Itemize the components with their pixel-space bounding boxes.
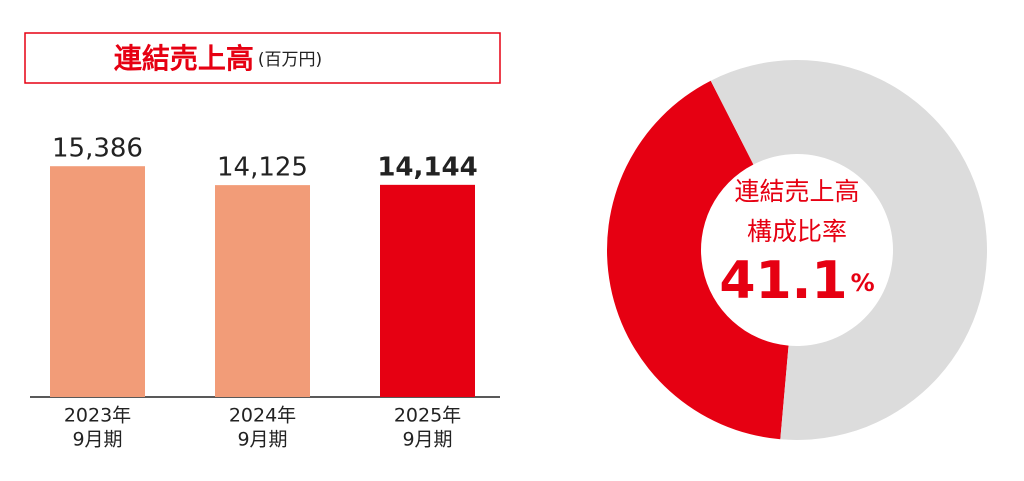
donut-segment: [607, 80, 789, 440]
x-tick-label: 9月期: [402, 429, 452, 451]
center-number: 41.1: [719, 251, 847, 311]
center-label: 連結売上高: [734, 177, 859, 206]
center-unit: %: [851, 269, 875, 297]
x-tick-label: 2023年: [64, 405, 131, 427]
bar: [380, 184, 475, 397]
chart-title: 連結売上高: [114, 42, 254, 75]
title-group: 連結売上高 (百万円): [114, 42, 322, 75]
title-box: [24, 32, 501, 84]
bar: [215, 185, 310, 397]
value-label: 14,125: [217, 153, 308, 183]
value-label: 14,144: [377, 152, 477, 182]
chart-subtitle: (百万円): [258, 50, 322, 70]
x-tick-label: 9月期: [237, 429, 287, 451]
donut-segment: [710, 60, 987, 441]
center-value: 41.1%: [719, 251, 874, 311]
x-tick-label: 9月期: [72, 429, 122, 451]
value-label: 15,386: [52, 134, 143, 164]
bar: [50, 166, 145, 397]
center-label: 構成比率: [747, 217, 847, 246]
x-tick-label: 2025年: [394, 405, 461, 427]
x-tick-label: 2024年: [229, 405, 296, 427]
